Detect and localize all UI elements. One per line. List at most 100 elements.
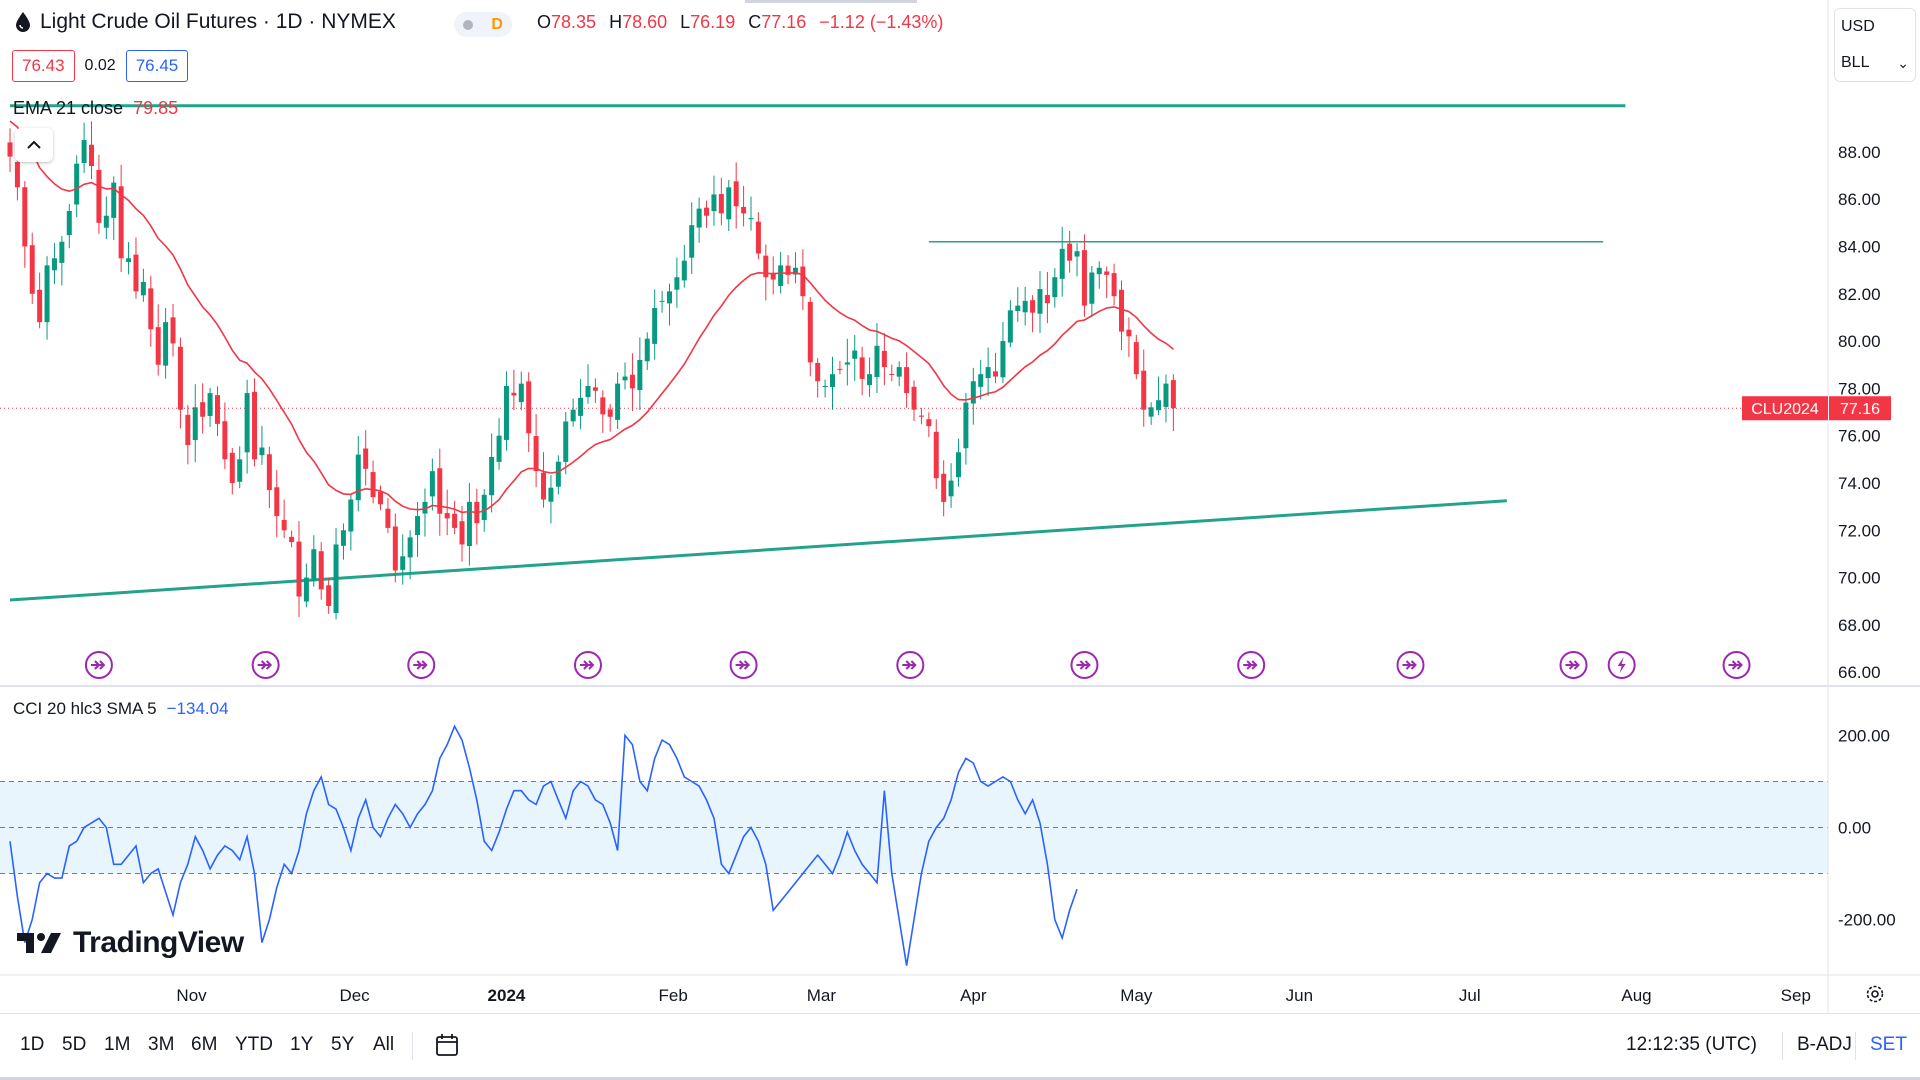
candle-body[interactable]	[177, 346, 183, 410]
candle-body[interactable]	[274, 487, 280, 517]
candle-body[interactable]	[1141, 370, 1147, 410]
candle-body[interactable]	[44, 265, 50, 323]
candle-body[interactable]	[1148, 407, 1154, 417]
candle-body[interactable]	[148, 288, 154, 330]
candle-body[interactable]	[1007, 310, 1013, 343]
event-arrow-icon[interactable]	[1559, 651, 1588, 679]
candle-body[interactable]	[481, 494, 487, 521]
candle-body[interactable]	[1037, 289, 1043, 314]
adjustment-toggle[interactable]: B-ADJ	[1797, 1034, 1852, 1055]
candle-body[interactable]	[66, 210, 72, 236]
candle-body[interactable]	[1170, 380, 1176, 409]
candle-body[interactable]	[1096, 267, 1102, 275]
candle-body[interactable]	[289, 536, 295, 543]
candle-body[interactable]	[1156, 400, 1162, 411]
candle-body[interactable]	[1111, 273, 1117, 297]
candle-body[interactable]	[666, 291, 672, 304]
candle-body[interactable]	[785, 265, 791, 275]
cci-line[interactable]	[9, 724, 1078, 966]
event-arrow-icon[interactable]	[251, 651, 280, 679]
range-button-6m[interactable]: 6M	[191, 1034, 218, 1055]
candle-body[interactable]	[770, 272, 776, 280]
candle-body[interactable]	[600, 397, 606, 415]
range-button-5y[interactable]: 5Y	[331, 1034, 355, 1055]
ema-legend[interactable]: EMA 21 close 79.85	[13, 98, 178, 119]
ema-21-line[interactable]	[9, 120, 1174, 514]
candle-body[interactable]	[311, 549, 317, 581]
candle-body[interactable]	[326, 585, 332, 606]
candle-body[interactable]	[340, 530, 346, 546]
ask-button[interactable]: 76.45	[125, 50, 189, 82]
candle-body[interactable]	[1067, 243, 1073, 261]
range-button-all[interactable]: All	[373, 1034, 395, 1055]
candle-body[interactable]	[1022, 300, 1028, 313]
candle-body[interactable]	[718, 194, 724, 214]
candle-body[interactable]	[859, 357, 865, 379]
candle-body[interactable]	[918, 415, 924, 417]
range-button-3m[interactable]: 3M	[148, 1034, 175, 1055]
symbol-title[interactable]: Light Crude Oil Futures · 1D · NYMEX	[14, 10, 396, 34]
candle-body[interactable]	[466, 501, 472, 547]
candle-body[interactable]	[526, 381, 532, 434]
candle-body[interactable]	[955, 452, 961, 478]
candle-body[interactable]	[214, 395, 220, 424]
trendline[interactable]	[9, 499, 1507, 602]
candle-body[interactable]	[1126, 329, 1132, 337]
event-arrow-icon[interactable]	[896, 651, 925, 679]
candle-body[interactable]	[993, 371, 999, 377]
candle-body[interactable]	[29, 245, 35, 294]
candle-body[interactable]	[296, 541, 302, 597]
range-button-5d[interactable]: 5D	[62, 1034, 87, 1055]
cci-legend[interactable]: CCI 20 hlc3 SMA 5 −134.04	[13, 699, 229, 719]
candle-body[interactable]	[385, 508, 391, 528]
candle-body[interactable]	[963, 402, 969, 449]
candle-body[interactable]	[852, 350, 858, 359]
candle-body[interactable]	[644, 338, 650, 362]
candle-body[interactable]	[281, 519, 287, 531]
candle-body[interactable]	[800, 266, 806, 297]
candle-body[interactable]	[437, 468, 443, 514]
candle-body[interactable]	[459, 521, 465, 545]
candle-body[interactable]	[133, 254, 139, 292]
candle-body[interactable]	[533, 436, 539, 472]
candle-body[interactable]	[170, 317, 176, 344]
candle-body[interactable]	[615, 383, 621, 420]
candle-body[interactable]	[14, 162, 20, 188]
candle-body[interactable]	[726, 187, 732, 220]
candle-body[interactable]	[748, 218, 754, 220]
candle-body[interactable]	[489, 456, 495, 496]
candle-body[interactable]	[259, 447, 265, 456]
candle-body[interactable]	[548, 487, 554, 502]
candle-body[interactable]	[1081, 250, 1087, 306]
candle-body[interactable]	[392, 526, 398, 571]
candle-body[interactable]	[126, 258, 132, 263]
candle-body[interactable]	[741, 206, 747, 214]
candle-body[interactable]	[674, 277, 680, 290]
candle-body[interactable]	[622, 376, 628, 381]
candle-body[interactable]	[89, 144, 95, 167]
candle-body[interactable]	[1133, 342, 1139, 375]
candle-body[interactable]	[881, 350, 887, 368]
candle-body[interactable]	[192, 407, 198, 441]
candle-body[interactable]	[733, 181, 739, 207]
candle-body[interactable]	[1000, 341, 1006, 378]
candle-body[interactable]	[1163, 383, 1169, 407]
unit-select[interactable]: BLL ⌄	[1835, 45, 1915, 81]
candle-body[interactable]	[496, 435, 502, 462]
candle-body[interactable]	[807, 301, 813, 363]
range-button-ytd[interactable]: YTD	[235, 1034, 273, 1055]
candle-body[interactable]	[429, 471, 435, 497]
candle-body[interactable]	[163, 322, 169, 366]
candle-body[interactable]	[563, 421, 569, 462]
candle-body[interactable]	[926, 419, 932, 427]
range-button-1y[interactable]: 1Y	[290, 1034, 314, 1055]
candle-body[interactable]	[444, 513, 450, 519]
candle-body[interactable]	[200, 402, 206, 417]
chart-area[interactable]: 66.00 68.00 70.00 72.00 74.00 76.00 78.00 80.00…	[0, 0, 1920, 1013]
candle-body[interactable]	[896, 367, 902, 377]
currency-select[interactable]: USD	[1835, 9, 1915, 45]
candle-body[interactable]	[244, 393, 250, 453]
candle-body[interactable]	[555, 461, 561, 487]
candle-body[interactable]	[1089, 272, 1095, 304]
calendar-icon[interactable]	[434, 1032, 460, 1058]
